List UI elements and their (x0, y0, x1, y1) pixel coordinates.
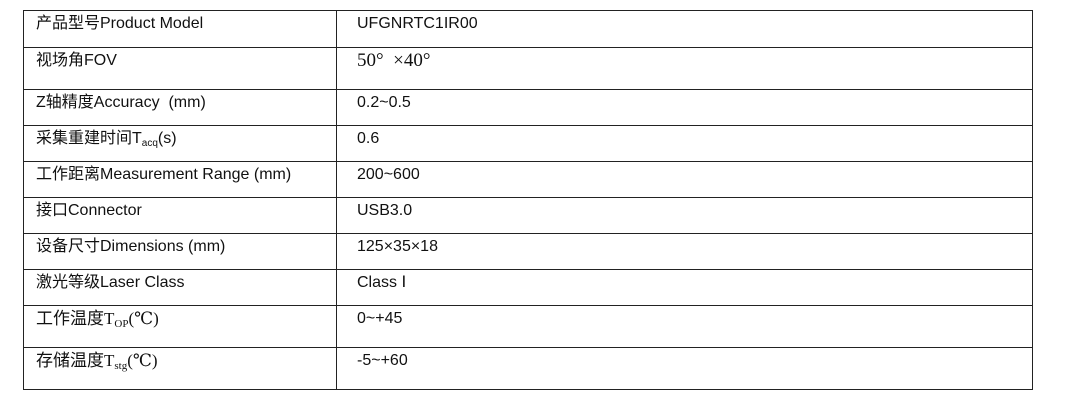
label-subscript: acq (141, 138, 158, 149)
label-text: 工作距离Measurement Range (mm) (36, 166, 292, 183)
spec-value: 125×35×18 (336, 233, 1033, 270)
label-text: 产品型号Product Model (36, 15, 204, 32)
spec-value: 50° ×40° (336, 47, 1033, 90)
table-row: 设备尺寸Dimensions (mm) 125×35×18 (23, 233, 1033, 270)
label-suffix: (℃) (127, 351, 158, 370)
spec-label: 接口Connector (23, 197, 337, 234)
spec-value: 0.6 (336, 125, 1033, 162)
spec-value: 200~600 (336, 161, 1033, 198)
label-text: 接口Connector (36, 202, 142, 219)
label-text: Z轴精度Accuracy (mm) (36, 94, 206, 111)
spec-value: Class Ⅰ (336, 269, 1033, 306)
label-text: 存储温度T (36, 351, 115, 370)
spec-label: 工作距离Measurement Range (mm) (23, 161, 337, 198)
label-text: 工作温度T (36, 309, 115, 328)
table-row: 采集重建时间Tacq(s) 0.6 (23, 125, 1033, 162)
table-row: 激光等级Laser Class Class Ⅰ (23, 269, 1033, 306)
label-text: 视场角FOV (36, 52, 117, 69)
spec-value: -5~+60 (336, 347, 1033, 390)
spec-value: UFGNRTC1IR00 (336, 10, 1033, 48)
spec-label: Z轴精度Accuracy (mm) (23, 89, 337, 126)
label-suffix: (s) (157, 130, 177, 147)
spec-value: USB3.0 (336, 197, 1033, 234)
label-text: 激光等级Laser Class (36, 274, 185, 291)
table-row: 工作温度TOP(℃) 0~+45 (23, 305, 1033, 348)
spec-label: 工作温度TOP(℃) (23, 305, 337, 348)
spec-label: 存储温度Tstg(℃) (23, 347, 337, 390)
label-text: 采集重建时间T (36, 130, 142, 147)
spec-label: 采集重建时间Tacq(s) (23, 125, 337, 162)
table-row: 工作距离Measurement Range (mm) 200~600 (23, 161, 1033, 198)
label-text: 设备尺寸Dimensions (mm) (36, 238, 226, 255)
spec-label: 激光等级Laser Class (23, 269, 337, 306)
label-suffix: (℃) (128, 309, 159, 328)
table-row: 产品型号Product Model UFGNRTC1IR00 (23, 10, 1033, 48)
table-row: 存储温度Tstg(℃) -5~+60 (23, 347, 1033, 390)
table-row: Z轴精度Accuracy (mm) 0.2~0.5 (23, 89, 1033, 126)
table-row: 视场角FOV 50° ×40° (23, 47, 1033, 90)
table-row: 接口Connector USB3.0 (23, 197, 1033, 234)
label-subscript: OP (114, 318, 129, 330)
spec-label: 视场角FOV (23, 47, 337, 90)
spec-table: 产品型号Product Model UFGNRTC1IR00 视场角FOV 50… (23, 10, 1033, 390)
spec-value: 0.2~0.5 (336, 89, 1033, 126)
spec-label: 设备尺寸Dimensions (mm) (23, 233, 337, 270)
label-subscript: stg (114, 360, 128, 372)
spec-value: 0~+45 (336, 305, 1033, 348)
spec-label: 产品型号Product Model (23, 10, 337, 48)
